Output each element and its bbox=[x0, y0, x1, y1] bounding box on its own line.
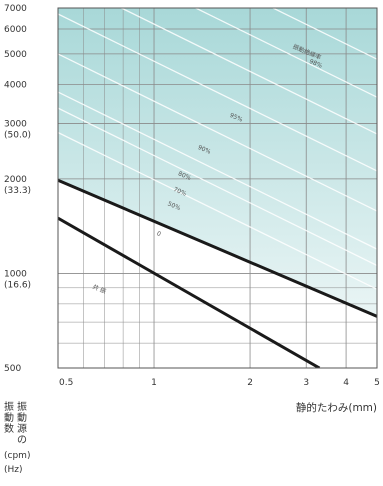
x-tick-label: 1 bbox=[151, 378, 157, 388]
y-tick-label: 2000 bbox=[4, 175, 27, 185]
y-label-char: 振 bbox=[17, 400, 27, 413]
y-tick-label: 7000 bbox=[4, 4, 27, 14]
y-label-char: 源 bbox=[17, 422, 27, 435]
isolation-line bbox=[194, 8, 377, 98]
y-label-char: 動 bbox=[4, 411, 14, 424]
x-tick-label: 0.5 bbox=[59, 378, 73, 388]
y-label-char: 数 bbox=[4, 422, 14, 435]
y-tick-label: 1000 bbox=[4, 269, 27, 279]
zero-isolation-line bbox=[58, 178, 377, 318]
curve-label: 0 bbox=[156, 230, 162, 238]
y-tick-label: 3000 bbox=[4, 120, 27, 130]
y-label-char: 振 bbox=[4, 400, 14, 413]
isolation-shaded-region bbox=[58, 8, 377, 317]
curve-label: 98% bbox=[308, 58, 323, 70]
plot-frame bbox=[57, 7, 378, 369]
y-tick-label: (16.6) bbox=[4, 280, 31, 290]
isolation-line bbox=[58, 131, 377, 290]
x-tick-label: 2 bbox=[247, 378, 253, 388]
x-axis-ticks: 0.5 1 2 3 4 5 bbox=[59, 378, 380, 388]
curve-label: 80% bbox=[177, 170, 192, 182]
isolation-efficiency-lines bbox=[58, 8, 377, 290]
curve-label: 70% bbox=[172, 186, 187, 198]
y-label-char: の bbox=[17, 435, 27, 446]
y-tick-label: 5000 bbox=[4, 50, 27, 60]
isolation-line bbox=[58, 13, 377, 172]
isolation-line bbox=[58, 91, 377, 250]
y-unit-label: (cpm) bbox=[4, 451, 30, 461]
curve-label: 50% bbox=[166, 200, 181, 212]
y-axis-ticks: 7000 6000 5000 4000 3000(50.0) 2000(33.3) 1000… bbox=[4, 4, 31, 374]
grid bbox=[58, 8, 377, 368]
x-axis-label: 静的たわみ(mm) bbox=[296, 401, 377, 414]
y-tick-label: 4000 bbox=[4, 80, 27, 90]
y-unit-label: (Hz) bbox=[4, 465, 23, 475]
isolation-line bbox=[58, 107, 377, 267]
curve-label: 95% bbox=[229, 112, 244, 124]
curve-label: 90% bbox=[197, 144, 212, 156]
y-label-char: 動 bbox=[17, 411, 27, 424]
y-tick-label: 6000 bbox=[4, 25, 27, 35]
curve-label: 共 振 bbox=[91, 283, 107, 296]
boundary-lines bbox=[58, 178, 377, 368]
y-tick-label: (50.0) bbox=[4, 131, 31, 141]
y-tick-label: 500 bbox=[4, 364, 21, 374]
x-tick-label: 5 bbox=[374, 378, 380, 388]
x-tick-label: 3 bbox=[303, 378, 309, 388]
resonance-line bbox=[58, 216, 321, 368]
isolation-line bbox=[271, 8, 377, 60]
isolation-line bbox=[119, 8, 377, 135]
isolation-line bbox=[58, 53, 377, 212]
x-tick-label: 4 bbox=[343, 378, 349, 388]
y-tick-label: (33.3) bbox=[4, 186, 31, 196]
